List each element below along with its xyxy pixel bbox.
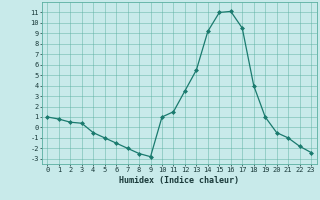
X-axis label: Humidex (Indice chaleur): Humidex (Indice chaleur) xyxy=(119,176,239,185)
